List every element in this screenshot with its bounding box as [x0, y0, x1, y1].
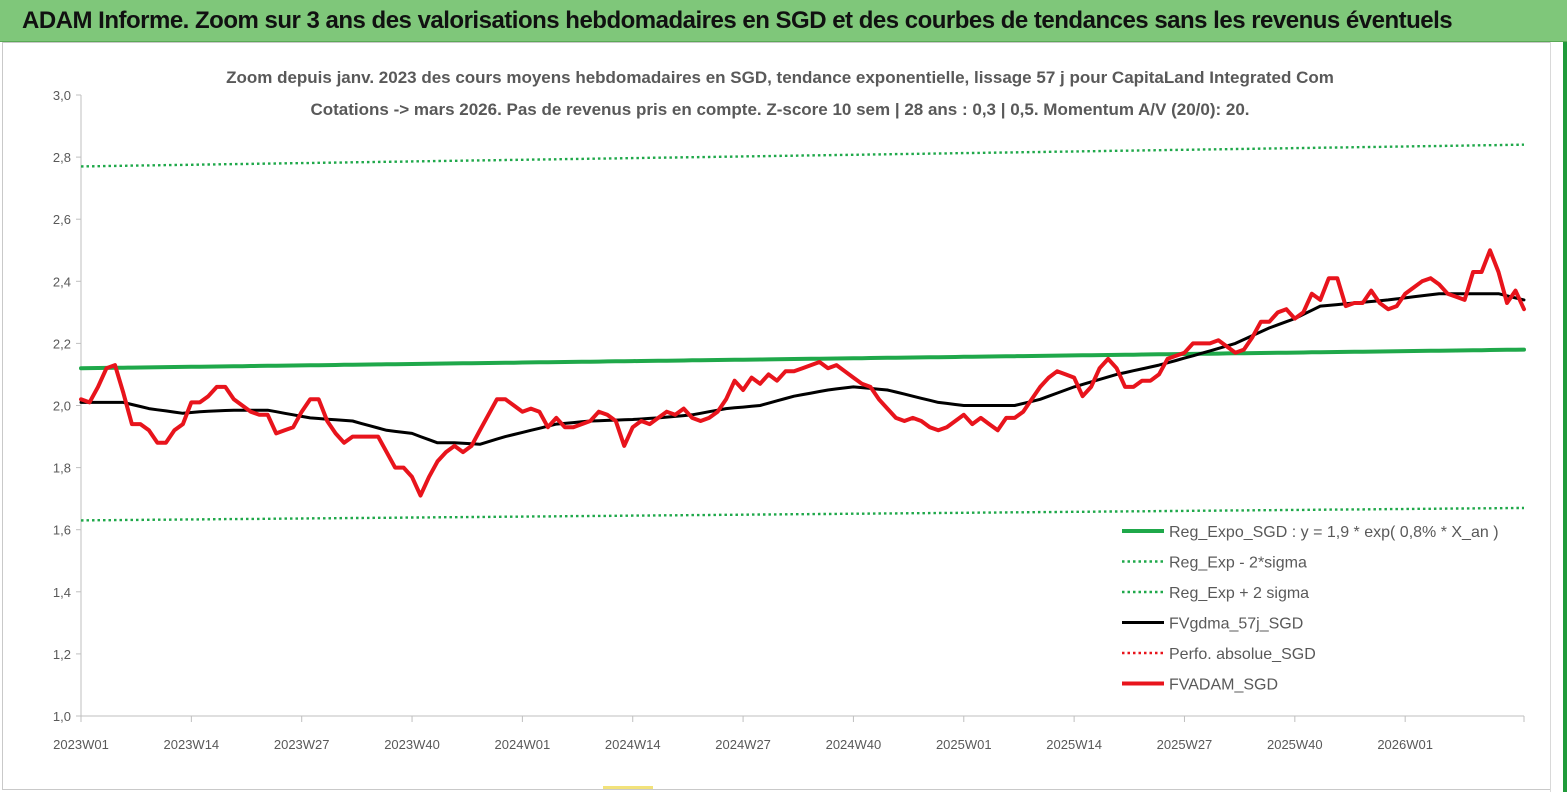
y-tick-label: 1,2 [53, 647, 71, 662]
legend-label: Reg_Exp + 2 sigma [1169, 585, 1309, 602]
chart-axes: 1,0 1,2 1,4 1,6 1,8 2,0 2,2 2,4 2,6 2,8 3,0 2023W01… [53, 88, 1525, 752]
legend-label: Perfo. absolue_SGD [1169, 646, 1316, 663]
legend-label: Reg_Exp - 2*sigma [1169, 555, 1307, 572]
x-tick-label: 2024W14 [605, 737, 661, 752]
series-line-2 [80, 143, 1525, 168]
x-tick-label: 2025W14 [1046, 737, 1102, 752]
chart-title-line1: Zoom depuis janv. 2023 des cours moyens … [226, 68, 1334, 87]
legend-label: Reg_Expo_SGD : y = 1,9 * exp( 0,8% * X_a… [1169, 524, 1499, 541]
series-line-1 [80, 506, 1524, 522]
chart-title-line2: Cotations -> mars 2026. Pas de revenus p… [310, 100, 1249, 119]
x-tick-label: 2023W14 [164, 737, 220, 752]
x-tick-label: 2024W27 [715, 737, 771, 752]
series-line-5 [79, 248, 1526, 498]
chart-legend: Reg_Expo_SGD : y = 1,9 * exp( 0,8% * X_a… [1122, 524, 1499, 694]
x-tick-label: 2025W40 [1267, 737, 1323, 752]
x-tick-label: 2025W27 [1157, 737, 1213, 752]
y-tick-label: 2,6 [53, 212, 71, 227]
y-tick-label: 2,8 [53, 150, 71, 165]
x-tick-label: 2024W01 [495, 737, 551, 752]
y-tick-label: 3,0 [53, 88, 71, 103]
selection-marker [603, 786, 653, 789]
legend-label: FVgdma_57j_SGD [1169, 616, 1303, 633]
x-tick-label: 2024W40 [826, 737, 882, 752]
x-tick-label: 2023W01 [53, 737, 109, 752]
scrollbar-edge [1563, 42, 1567, 792]
y-tick-label: 1,8 [53, 461, 71, 476]
report-banner: ADAM Informe. Zoom sur 3 ans des valoris… [0, 0, 1567, 42]
x-tick-label: 2023W27 [274, 737, 330, 752]
y-tick-label: 1,0 [53, 709, 71, 724]
series-line-0 [79, 347, 1526, 371]
legend-label: FVADAM_SGD [1169, 677, 1278, 694]
chart-series [79, 143, 1526, 522]
report-title: ADAM Informe. Zoom sur 3 ans des valoris… [22, 7, 1453, 34]
y-tick-label: 1,4 [53, 585, 71, 600]
x-tick-label: 2026W01 [1377, 737, 1433, 752]
series-line-3 [79, 292, 1526, 446]
chart-right-margin [1550, 42, 1567, 792]
y-tick-label: 1,6 [53, 523, 71, 538]
x-tick-label: 2023W40 [384, 737, 440, 752]
y-tick-label: 2,0 [53, 399, 71, 414]
y-tick-label: 2,4 [53, 274, 71, 289]
y-tick-label: 2,2 [53, 336, 71, 351]
x-tick-label: 2025W01 [936, 737, 992, 752]
